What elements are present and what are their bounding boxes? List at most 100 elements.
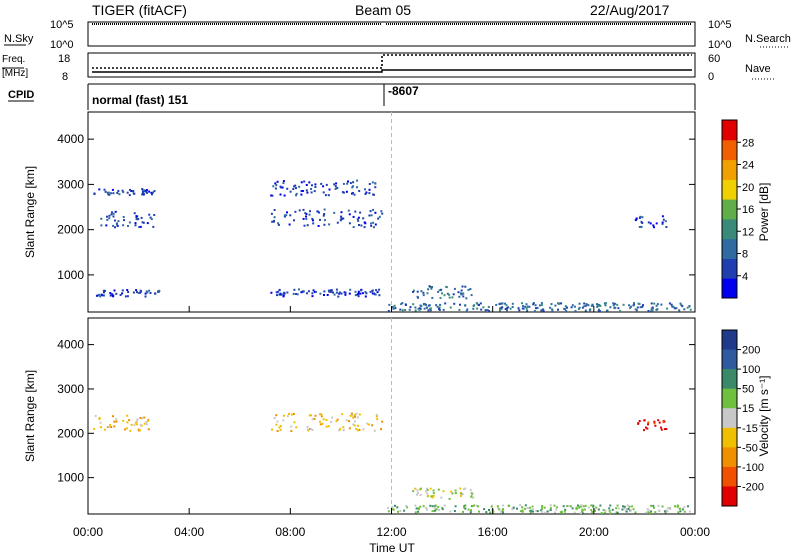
nsearch-label: N.Search (745, 33, 791, 45)
data-point (639, 306, 642, 309)
colorbar-tick-label: 100 (742, 364, 760, 376)
data-point (349, 182, 352, 185)
data-point (364, 291, 367, 293)
data-point (541, 505, 544, 507)
data-point (501, 306, 504, 309)
data-point (340, 215, 343, 218)
data-point (458, 308, 461, 311)
data-point (652, 224, 655, 227)
data-point (656, 308, 659, 311)
data-point (499, 307, 501, 310)
data-point (637, 302, 640, 305)
colorbar-tick-label: -15 (742, 423, 758, 435)
colorbar-swatch (722, 120, 737, 141)
data-point (320, 182, 323, 185)
data-point (613, 302, 616, 305)
data-point (609, 512, 612, 515)
data-point (551, 310, 554, 312)
data-point (647, 423, 649, 426)
colorbar-tick-label: -50 (742, 442, 758, 454)
data-point (133, 423, 136, 426)
data-point (422, 505, 425, 508)
data-point (357, 293, 360, 295)
data-point (647, 511, 650, 513)
data-point (351, 414, 354, 417)
y-tick-label: 1000 (57, 268, 84, 282)
data-point (602, 509, 605, 511)
data-point (130, 423, 133, 426)
data-point (512, 506, 515, 509)
data-point (662, 421, 665, 424)
data-point (326, 294, 329, 296)
data-point (594, 509, 596, 512)
data-point (312, 222, 315, 225)
data-point (646, 427, 649, 430)
data-point (108, 217, 111, 220)
data-point (325, 419, 328, 421)
colorbar-tick-label: 15 (742, 403, 754, 415)
x-tick-label: 12:00 (376, 525, 406, 539)
data-point (590, 504, 593, 507)
colorbar-tick-label: -200 (742, 481, 764, 493)
cpid-value-second: -8607 (388, 84, 419, 98)
data-point (649, 511, 652, 514)
data-point (454, 505, 457, 508)
power-marks (93, 112, 692, 313)
data-point (361, 292, 364, 295)
data-point (630, 305, 632, 308)
data-point (599, 504, 602, 507)
data-point (300, 181, 303, 184)
data-point (484, 309, 487, 312)
data-point (461, 285, 464, 288)
data-point (459, 292, 462, 295)
x-tick-label: 04:00 (174, 525, 204, 539)
data-point (347, 180, 349, 183)
data-point (686, 306, 689, 309)
data-point (415, 507, 418, 510)
data-point (344, 291, 347, 294)
data-point (327, 289, 330, 292)
data-point (611, 508, 614, 511)
data-point (150, 218, 153, 221)
data-point (661, 223, 664, 225)
data-point (634, 308, 637, 311)
data-point (147, 419, 149, 422)
data-point (282, 180, 285, 183)
colorbar-swatch (722, 349, 737, 370)
data-point (135, 289, 138, 292)
data-point (504, 308, 507, 310)
data-point (530, 509, 533, 512)
data-point (462, 488, 465, 491)
data-point (448, 497, 451, 500)
data-point (132, 190, 135, 193)
data-point (138, 226, 141, 228)
data-point (122, 191, 125, 194)
data-point (669, 508, 672, 510)
data-point (348, 292, 351, 295)
data-point (460, 492, 463, 495)
data-point (373, 292, 376, 295)
data-point (429, 307, 432, 310)
data-point (428, 304, 431, 307)
data-point (306, 191, 309, 194)
data-point (330, 421, 333, 423)
nsky-tick-top: 10^5 (50, 19, 74, 31)
colorbar-tick-label: 16 (742, 204, 754, 216)
data-point (426, 487, 428, 490)
data-point (605, 309, 608, 312)
colorbar-swatch (722, 159, 737, 180)
data-point (676, 504, 679, 507)
data-point (397, 510, 399, 513)
data-point (322, 191, 325, 194)
data-point (470, 495, 473, 498)
data-point (412, 303, 415, 306)
data-point (470, 294, 473, 297)
data-point (473, 504, 476, 507)
data-point (403, 509, 406, 512)
data-point (308, 181, 311, 184)
data-point (119, 294, 122, 296)
data-point (335, 186, 338, 189)
data-point (137, 292, 140, 294)
data-point (334, 185, 337, 188)
data-point (273, 216, 276, 219)
